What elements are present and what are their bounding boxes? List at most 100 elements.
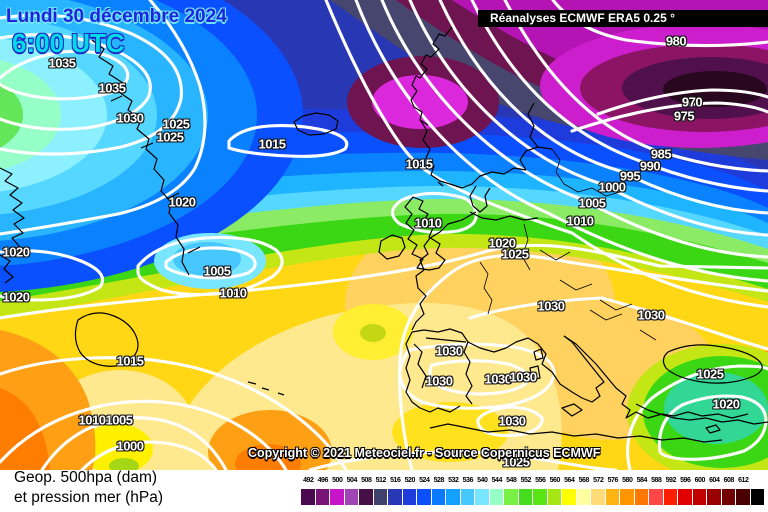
legend-color-cell [344,489,359,505]
isobar-label: 1025 [162,116,190,132]
legend-color-cell [736,489,751,505]
legend-color-cell [301,489,316,505]
isobar-label: 1015 [405,156,433,172]
legend-tick: 576 [607,477,619,484]
isobar-label: 1000 [116,438,144,454]
isobar-label: 970 [681,94,703,110]
legend-color-cell [649,489,664,505]
legend-color-cell [388,489,403,505]
legend-tick: 560 [549,477,561,484]
legend-color-cell [707,489,722,505]
legend-colorbar [301,489,765,505]
legend-tick: 496 [317,477,329,484]
isobar-label: 1030 [537,298,565,314]
legend-color-cell [547,489,562,505]
isobar-label: 1025 [502,454,530,470]
isobar-label: 1035 [98,80,126,96]
legend-tick: 604 [709,477,720,484]
legend-color-cell [417,489,432,505]
legend-tick: 592 [665,477,677,484]
isobar-label: 1020 [2,244,30,260]
legend-tick: 584 [636,477,648,484]
legend-color-cell [750,489,765,505]
legend-color-cell [431,489,446,505]
legend-color-cell [460,489,475,505]
isobar-label: 1030 [637,307,665,323]
legend-tick: 564 [564,477,575,484]
legend-color-cell [446,489,461,505]
legend-tick: 600 [694,477,706,484]
isobar-label: 1030 [425,373,453,389]
legend-tick: 504 [346,477,358,484]
isobar-label: 975 [673,108,695,124]
legend-tick: 528 [433,477,445,484]
legend-tick: 568 [578,477,590,484]
parameter-line2: et pression mer (hPa) [14,489,164,506]
legend-color-cell [504,489,519,505]
legend-tick: 512 [375,477,387,484]
legend-color-cell [634,489,649,505]
isobar-label: 1020 [2,289,30,305]
copyright-label: Copyright © 2021 Meteociel.fr - Source C… [248,446,601,460]
legend-color-cell [591,489,606,505]
isobar-label: 1025 [501,246,529,262]
legend-tick: 556 [535,477,546,484]
isobar-label: 1020 [488,235,516,251]
legend-tick: 532 [448,477,459,484]
legend-color-cell [518,489,533,505]
legend-color-cell [678,489,693,505]
isobar-label: 990 [639,158,661,174]
weather-map [0,0,768,470]
isobar-label: 1030 [509,369,537,385]
geopotential-legend: 492 496 500 504 508 512 516 520 524 528 532 536 540 5… [301,477,765,505]
legend-color-cell [576,489,591,505]
legend-values: 492 496 500 504 508 512 516 520 524 528 532 536 540 5… [301,477,765,488]
isobar-label: 1015 [258,136,286,152]
isobar-label: 1030 [484,371,512,387]
isobar-label: 1010 [414,215,442,231]
isobar-label: 1030 [498,413,526,429]
legend-tick: 544 [491,477,503,484]
isobar-label: 995 [619,168,641,184]
isobar-label: 1020 [712,396,740,412]
legend-tick: 580 [622,477,633,484]
legend-color-cell [605,489,620,505]
legend-tick: 536 [462,477,474,484]
legend-tick: 596 [680,477,691,484]
isobar-label: 985 [650,146,672,162]
legend-color-cell [330,489,345,505]
legend-tick: 572 [593,477,604,484]
coastlines [0,26,768,443]
parameter-caption: Geop. 500hpa (dam) et pression mer (hPa) [14,468,163,508]
legend-tick: 492 [303,477,314,484]
legend-color-cell [620,489,635,505]
isobar-label: 980 [665,33,687,49]
legend-tick: 508 [361,477,372,484]
isobar-lines [0,0,768,470]
legend-tick: 520 [404,477,416,484]
isobar-label: 1030 [435,343,463,359]
legend-color-cell [562,489,577,505]
isobar-label: 1005 [105,412,133,428]
isobar-label: 1005 [578,195,606,211]
legend-color-cell [359,489,374,505]
legend-color-cell [692,489,707,505]
legend-color-cell [721,489,736,505]
legend-color-cell [533,489,548,505]
legend-color-cell [475,489,490,505]
legend-tick: 548 [506,477,517,484]
geopotential-fill [0,0,768,470]
legend-tick: 552 [520,477,532,484]
isobar-label: 1010 [219,285,247,301]
date-label: Lundi 30 décembre 2024 [6,6,227,27]
isobar-label: 1005 [203,263,231,279]
isobar-label: 1010 [78,412,106,428]
legend-tick: 524 [419,477,430,484]
isobar-label: 1010 [566,213,594,229]
legend-tick: 516 [390,477,401,484]
isobar-label: 1020 [168,194,196,210]
isobar-label: 1000 [598,179,626,195]
isobar-label: 1035 [48,55,76,71]
legend-tick: 608 [723,477,735,484]
